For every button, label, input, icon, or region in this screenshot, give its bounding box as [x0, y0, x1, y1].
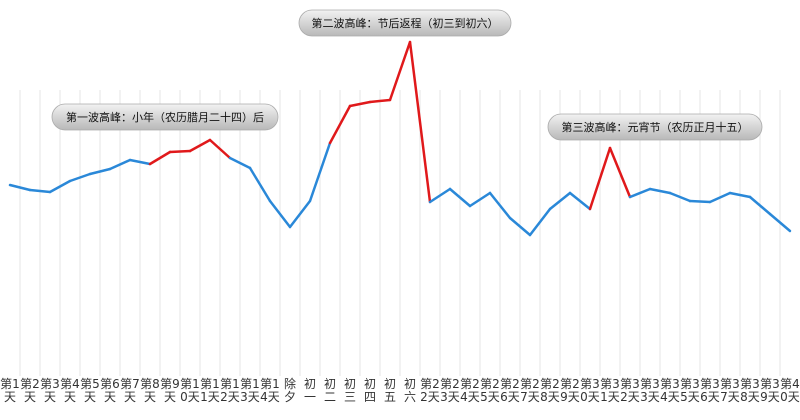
x-tick-label: 第6天 — [100, 377, 120, 404]
x-tick-label: 第5天 — [80, 377, 100, 404]
x-tick-label: 第32天 — [620, 377, 640, 404]
line-segment — [88, 167, 112, 176]
x-tick-label: 初四 — [363, 377, 376, 404]
line-segment — [768, 212, 792, 233]
line-segment — [248, 166, 272, 203]
line-segment — [388, 40, 412, 102]
x-tick-label: 第23天 — [440, 377, 460, 404]
x-tick-label: 第12天 — [220, 377, 240, 404]
x-tick-label: 第25天 — [480, 377, 500, 404]
x-tick-label: 第24天 — [460, 377, 480, 404]
line-segment — [268, 199, 292, 229]
x-tick-label: 第13天 — [240, 377, 260, 404]
line-segment — [488, 191, 512, 220]
x-tick-label: 第34天 — [660, 377, 680, 404]
x-tick-label: 第35天 — [680, 377, 700, 404]
line-segment — [608, 146, 632, 199]
annotation: 第三波高峰：元宵节（农历正月十五） — [562, 120, 749, 134]
line-segment — [148, 150, 172, 166]
line-segment — [228, 156, 252, 170]
line-segment — [68, 172, 92, 183]
x-tick-label: 第10天 — [180, 377, 200, 404]
line-segment — [748, 195, 772, 216]
x-tick-label: 初三 — [343, 377, 356, 404]
x-tick-label: 第9天 — [160, 377, 180, 404]
line-segment — [328, 104, 352, 145]
x-tick-label: 第11天 — [200, 377, 220, 404]
line-segment — [708, 191, 732, 204]
annotation-bubble — [51, 103, 279, 131]
line-segment — [288, 199, 312, 229]
line-segment — [408, 40, 432, 204]
x-tick-label: 第4天 — [60, 377, 80, 404]
annotation-bubble — [547, 113, 763, 141]
x-tick-label: 初六 — [403, 377, 416, 404]
x-tick-label: 第3天 — [40, 377, 60, 404]
x-tick-label: 第31天 — [600, 377, 620, 404]
annotation: 第一波高峰：小年（农历腊月二十四）后 — [66, 110, 264, 124]
line-segment — [728, 191, 752, 199]
x-tick-label: 第28天 — [540, 377, 560, 404]
x-tick-label: 第27天 — [520, 377, 540, 404]
x-tick-label: 第22天 — [420, 377, 440, 404]
x-tick-label: 第1天 — [0, 377, 20, 404]
x-tick-label: 除夕 — [283, 377, 296, 404]
line-segment — [588, 146, 612, 211]
line-segment — [668, 191, 692, 203]
line-segment — [208, 138, 232, 160]
line-segment — [508, 216, 532, 237]
x-tick-label: 第39天 — [760, 377, 780, 404]
line-segment — [188, 138, 212, 153]
x-tick-label: 第30天 — [580, 377, 600, 404]
x-tick-label: 第40天 — [780, 377, 800, 404]
line-segment — [348, 100, 372, 108]
line-segment — [648, 187, 672, 195]
line-segment — [168, 149, 192, 154]
x-tick-label: 第8天 — [140, 377, 160, 404]
line-segment — [108, 158, 132, 171]
x-tick-label: 第38天 — [740, 377, 760, 404]
x-tick-label: 第36天 — [700, 377, 720, 404]
annotation-bubble — [298, 9, 512, 37]
x-tick-label: 第33天 — [640, 377, 660, 404]
annotation: 第二波高峰：节后返程（初三到初六） — [312, 16, 499, 30]
line-segment — [688, 199, 712, 204]
line-segment — [8, 183, 32, 192]
x-tick-label: 第7天 — [120, 377, 140, 404]
line-segment — [428, 187, 452, 204]
line-segment — [128, 158, 152, 166]
x-tick-label: 初一 — [303, 377, 316, 404]
line-segment — [528, 207, 552, 237]
line-segment — [448, 187, 472, 208]
line-segment — [368, 98, 392, 104]
line-segment — [568, 191, 592, 211]
line-segment — [548, 191, 572, 211]
line-segment — [628, 187, 652, 199]
x-tick-label: 初五 — [383, 377, 396, 404]
line-segment — [468, 191, 492, 208]
x-tick-label: 第29天 — [560, 377, 580, 404]
x-tick-label: 第2天 — [20, 377, 40, 404]
line-segment — [308, 141, 332, 203]
x-tick-label: 初二 — [323, 377, 336, 404]
line-segment — [28, 188, 52, 194]
line-segment — [48, 179, 72, 194]
x-tick-label: 第26天 — [500, 377, 520, 404]
x-tick-label: 第14天 — [260, 377, 280, 404]
x-tick-label: 第37天 — [720, 377, 740, 404]
